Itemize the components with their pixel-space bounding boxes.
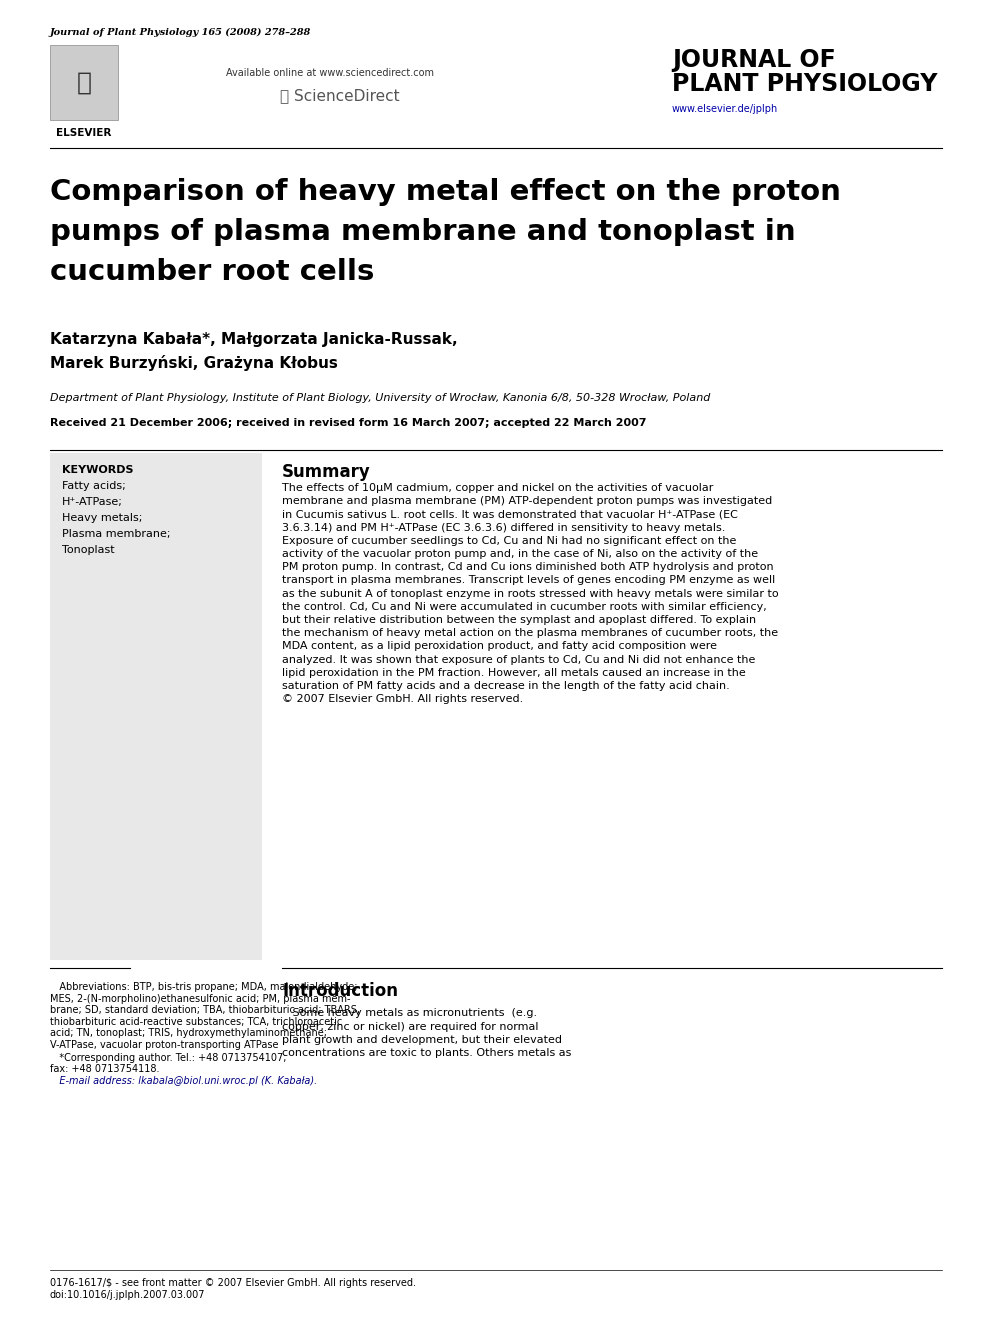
Text: acid; TN, tonoplast; TRIS, hydroxymethylaminomethane;: acid; TN, tonoplast; TRIS, hydroxymethyl… <box>50 1028 327 1039</box>
Text: 3.6.3.14) and PM H⁺-ATPase (EC 3.6.3.6) differed in sensitivity to heavy metals.: 3.6.3.14) and PM H⁺-ATPase (EC 3.6.3.6) … <box>282 523 725 533</box>
Text: lipid peroxidation in the PM fraction. However, all metals caused an increase in: lipid peroxidation in the PM fraction. H… <box>282 668 746 677</box>
Text: Exposure of cucumber seedlings to Cd, Cu and Ni had no significant effect on the: Exposure of cucumber seedlings to Cd, Cu… <box>282 536 736 546</box>
Text: membrane and plasma membrane (PM) ATP-dependent proton pumps was investigated: membrane and plasma membrane (PM) ATP-de… <box>282 496 772 507</box>
Text: thiobarbituric acid-reactive substances; TCA, trichloroacetic: thiobarbituric acid-reactive substances;… <box>50 1016 342 1027</box>
Text: 🐾 ScienceDirect: 🐾 ScienceDirect <box>280 89 400 103</box>
Text: ELSEVIER: ELSEVIER <box>57 128 112 138</box>
Text: PM proton pump. In contrast, Cd and Cu ions diminished both ATP hydrolysis and p: PM proton pump. In contrast, Cd and Cu i… <box>282 562 774 573</box>
Text: as the subunit A of tonoplast enzyme in roots stressed with heavy metals were si: as the subunit A of tonoplast enzyme in … <box>282 589 779 598</box>
Text: Available online at www.sciencedirect.com: Available online at www.sciencedirect.co… <box>226 67 434 78</box>
Text: the control. Cd, Cu and Ni were accumulated in cucumber roots with similar effic: the control. Cd, Cu and Ni were accumula… <box>282 602 767 611</box>
Text: concentrations are toxic to plants. Others metals as: concentrations are toxic to plants. Othe… <box>282 1049 571 1058</box>
Text: plant growth and development, but their elevated: plant growth and development, but their … <box>282 1035 562 1045</box>
Text: Introduction: Introduction <box>282 982 398 1000</box>
FancyBboxPatch shape <box>50 45 118 120</box>
Text: Received 21 December 2006; received in revised form 16 March 2007; accepted 22 M: Received 21 December 2006; received in r… <box>50 418 647 429</box>
Text: Department of Plant Physiology, Institute of Plant Biology, University of Wrocła: Department of Plant Physiology, Institut… <box>50 393 710 404</box>
Text: the mechanism of heavy metal action on the plasma membranes of cucumber roots, t: the mechanism of heavy metal action on t… <box>282 628 778 638</box>
Text: doi:10.1016/j.jplph.2007.03.007: doi:10.1016/j.jplph.2007.03.007 <box>50 1290 205 1301</box>
Text: JOURNAL OF: JOURNAL OF <box>672 48 835 71</box>
FancyBboxPatch shape <box>50 452 262 960</box>
Text: H⁺-ATPase;: H⁺-ATPase; <box>62 497 123 507</box>
Text: E-mail address: lkabala@biol.uni.wroc.pl (K. Kabała).: E-mail address: lkabala@biol.uni.wroc.pl… <box>50 1076 317 1086</box>
Text: in Cucumis sativus L. root cells. It was demonstrated that vacuolar H⁺-ATPase (E: in Cucumis sativus L. root cells. It was… <box>282 509 738 520</box>
Text: cucumber root cells: cucumber root cells <box>50 258 374 286</box>
Text: KEYWORDS: KEYWORDS <box>62 464 134 475</box>
Text: Heavy metals;: Heavy metals; <box>62 513 143 523</box>
Text: Comparison of heavy metal effect on the proton: Comparison of heavy metal effect on the … <box>50 179 841 206</box>
Text: activity of the vacuolar proton pump and, in the case of Ni, also on the activit: activity of the vacuolar proton pump and… <box>282 549 758 560</box>
Text: saturation of PM fatty acids and a decrease in the length of the fatty acid chai: saturation of PM fatty acids and a decre… <box>282 681 730 691</box>
Text: Abbreviations: BTP, bis-tris propane; MDA, malondialdehyde;: Abbreviations: BTP, bis-tris propane; MD… <box>50 982 357 992</box>
Text: The effects of 10μM cadmium, copper and nickel on the activities of vacuolar: The effects of 10μM cadmium, copper and … <box>282 483 713 493</box>
Text: transport in plasma membranes. Transcript levels of genes encoding PM enzyme as : transport in plasma membranes. Transcrip… <box>282 576 776 585</box>
Text: Journal of Plant Physiology 165 (2008) 278–288: Journal of Plant Physiology 165 (2008) 2… <box>50 28 311 37</box>
Text: analyzed. It was shown that exposure of plants to Cd, Cu and Ni did not enhance : analyzed. It was shown that exposure of … <box>282 655 755 664</box>
Text: V-ATPase, vacuolar proton-transporting ATPase: V-ATPase, vacuolar proton-transporting A… <box>50 1040 279 1049</box>
Text: 0176-1617/$ - see front matter © 2007 Elsevier GmbH. All rights reserved.: 0176-1617/$ - see front matter © 2007 El… <box>50 1278 416 1289</box>
Text: MDA content, as a lipid peroxidation product, and fatty acid composition were: MDA content, as a lipid peroxidation pro… <box>282 642 717 651</box>
Text: but their relative distribution between the symplast and apoplast differed. To e: but their relative distribution between … <box>282 615 756 624</box>
Text: fax: +48 0713754118.: fax: +48 0713754118. <box>50 1065 160 1074</box>
Text: Summary: Summary <box>282 463 371 482</box>
Text: Fatty acids;: Fatty acids; <box>62 482 126 491</box>
Text: Marek Burzyński, Grażyna Kłobus: Marek Burzyński, Grażyna Kłobus <box>50 355 338 370</box>
Text: 🌳: 🌳 <box>76 70 91 94</box>
Text: *Corresponding author. Tel.: +48 0713754107;: *Corresponding author. Tel.: +48 0713754… <box>50 1053 287 1062</box>
Text: Plasma membrane;: Plasma membrane; <box>62 529 171 538</box>
Text: Some heavy metals as micronutrients  (e.g.: Some heavy metals as micronutrients (e.g… <box>282 1008 537 1017</box>
Text: brane; SD, standard deviation; TBA, thiobarbituric acid; TBARS,: brane; SD, standard deviation; TBA, thio… <box>50 1005 360 1015</box>
Text: Tonoplast: Tonoplast <box>62 545 115 556</box>
Text: copper, zinc or nickel) are required for normal: copper, zinc or nickel) are required for… <box>282 1021 539 1032</box>
Text: www.elsevier.de/jplph: www.elsevier.de/jplph <box>672 105 779 114</box>
Text: © 2007 Elsevier GmbH. All rights reserved.: © 2007 Elsevier GmbH. All rights reserve… <box>282 695 523 704</box>
Text: MES, 2-(N-morpholino)ethanesulfonic acid; PM, plasma mem-: MES, 2-(N-morpholino)ethanesulfonic acid… <box>50 994 350 1004</box>
Text: Katarzyna Kabała*, Małgorzata Janicka-Russak,: Katarzyna Kabała*, Małgorzata Janicka-Ru… <box>50 332 457 347</box>
Text: PLANT PHYSIOLOGY: PLANT PHYSIOLOGY <box>672 71 937 97</box>
Text: pumps of plasma membrane and tonoplast in: pumps of plasma membrane and tonoplast i… <box>50 218 796 246</box>
